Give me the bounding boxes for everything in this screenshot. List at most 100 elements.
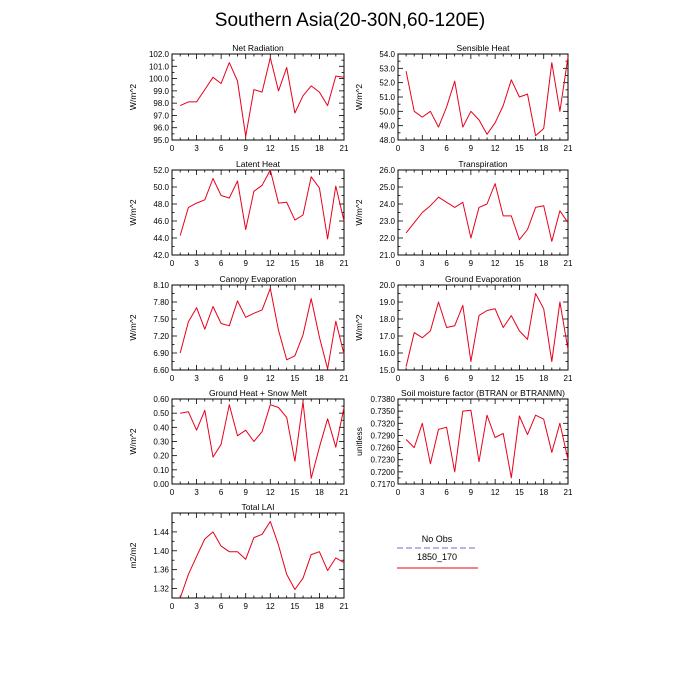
y-tick-label: 49.0: [379, 122, 395, 131]
x-tick-label: 0: [170, 259, 175, 268]
x-tick-label: 18: [315, 602, 324, 611]
y-tick-label: 0.10: [153, 466, 169, 475]
panel-title: Ground Heat + Snow Melt: [209, 388, 308, 398]
series-line: [405, 183, 569, 242]
y-tick-label: 0.7230: [371, 456, 396, 465]
y-tick-label: 18.0: [379, 315, 395, 324]
y-tick-label: 1.40: [153, 547, 169, 556]
y-tick-label: 1.32: [153, 585, 169, 594]
legend-label-obs: No Obs: [422, 534, 453, 544]
series-line: [405, 409, 569, 479]
y-tick-label: 51.0: [379, 93, 395, 102]
series-line: [179, 57, 345, 137]
series-line: [180, 401, 345, 479]
y-tick-label: 6.90: [153, 349, 169, 358]
x-tick-label: 9: [243, 144, 248, 153]
y-tick-label: 98.0: [153, 99, 169, 108]
y-tick-label: 21.0: [379, 251, 395, 260]
y-tick-label: 0.7200: [371, 468, 396, 477]
y-axis-label: unitless: [354, 427, 364, 456]
x-tick-label: 6: [219, 374, 224, 383]
y-tick-label: 46.0: [153, 217, 169, 226]
y-tick-label: 7.80: [153, 298, 169, 307]
x-tick-label: 21: [340, 374, 349, 383]
x-tick-label: 3: [194, 602, 199, 611]
y-tick-label: 0.50: [153, 409, 169, 418]
y-tick-label: 0.7380: [371, 395, 396, 404]
y-tick-label: 96.0: [153, 124, 169, 133]
plot-frame: [397, 169, 569, 256]
series-line: [405, 56, 569, 137]
x-tick-label: 3: [420, 374, 425, 383]
x-tick-label: 0: [170, 602, 175, 611]
y-tick-label: 99.0: [153, 87, 169, 96]
x-tick-label: 18: [315, 488, 324, 497]
plot-frame: [171, 169, 345, 256]
y-tick-label: 17.0: [379, 332, 395, 341]
x-tick-label: 15: [515, 488, 524, 497]
x-tick-label: 9: [469, 144, 474, 153]
x-tick-label: 3: [420, 488, 425, 497]
panel-title: Transpiration: [458, 159, 508, 169]
x-tick-label: 6: [444, 488, 449, 497]
y-tick-label: 0.7170: [371, 480, 396, 489]
y-tick-label: 52.0: [153, 166, 169, 175]
chart-panel-5: Canopy Evaporation W/m^2 0 3 6 9 12 15 18 21 6.60 6…: [128, 274, 349, 383]
x-tick-label: 12: [266, 374, 275, 383]
x-tick-label: 0: [396, 259, 401, 268]
chart-panel-7: Ground Heat + Snow Melt W/m^2 0 3 6 9 12 15 18 21…: [128, 388, 349, 497]
x-tick-label: 18: [539, 488, 548, 497]
x-tick-label: 18: [539, 374, 548, 383]
x-tick-label: 12: [266, 144, 275, 153]
chart-panel-1: Net Radiation W/m^2 0 3 6 9 12 15 18 21 95.0 96.0 97…: [128, 43, 349, 153]
x-tick-label: 21: [564, 488, 573, 497]
chart-panel-6: Ground Evaporation W/m^2 0 3 6 9 12 15 18 21 15.0 1…: [354, 274, 573, 383]
panel-title: Soil moisture factor (BTRAN or BTRANMN): [401, 388, 565, 398]
x-tick-label: 21: [564, 259, 573, 268]
y-tick-label: 22.0: [379, 234, 395, 243]
y-tick-label: 15.0: [379, 366, 395, 375]
y-tick-label: 0.30: [153, 438, 169, 447]
x-tick-label: 3: [420, 259, 425, 268]
y-axis-label: W/m^2: [354, 199, 364, 225]
x-tick-label: 15: [515, 259, 524, 268]
x-tick-label: 18: [315, 259, 324, 268]
y-tick-label: 24.0: [379, 200, 395, 209]
x-tick-label: 9: [243, 374, 248, 383]
x-tick-label: 12: [491, 488, 500, 497]
x-tick-label: 15: [515, 374, 524, 383]
x-tick-label: 9: [243, 602, 248, 611]
y-axis-label: W/m^2: [128, 84, 138, 110]
y-tick-label: 0.40: [153, 423, 169, 432]
x-tick-label: 6: [219, 602, 224, 611]
x-tick-label: 12: [266, 259, 275, 268]
x-tick-label: 3: [194, 374, 199, 383]
y-tick-label: 42.0: [153, 251, 169, 260]
legend-label-model: 1850_170: [417, 552, 457, 562]
x-tick-label: 6: [444, 259, 449, 268]
y-tick-label: 1.36: [153, 566, 169, 575]
x-tick-label: 9: [469, 488, 474, 497]
x-tick-label: 18: [315, 144, 324, 153]
y-tick-label: 53.0: [379, 64, 395, 73]
x-tick-label: 15: [290, 374, 299, 383]
series-line: [179, 521, 345, 599]
y-tick-label: 0.20: [153, 452, 169, 461]
panel-title: Latent Heat: [236, 159, 281, 169]
y-tick-label: 20.0: [379, 281, 395, 290]
y-tick-label: 19.0: [379, 298, 395, 307]
y-tick-label: 25.0: [379, 183, 395, 192]
panel-title: Canopy Evaporation: [219, 274, 296, 284]
plot-frame: [171, 398, 345, 485]
y-tick-label: 26.0: [379, 166, 395, 175]
x-tick-label: 15: [290, 602, 299, 611]
x-tick-label: 6: [219, 259, 224, 268]
x-tick-label: 0: [396, 374, 401, 383]
x-tick-label: 21: [340, 602, 349, 611]
x-tick-label: 3: [194, 259, 199, 268]
x-tick-label: 21: [340, 259, 349, 268]
plot-frame: [397, 284, 569, 371]
x-tick-label: 9: [243, 488, 248, 497]
panel-title: Ground Evaporation: [445, 274, 521, 284]
